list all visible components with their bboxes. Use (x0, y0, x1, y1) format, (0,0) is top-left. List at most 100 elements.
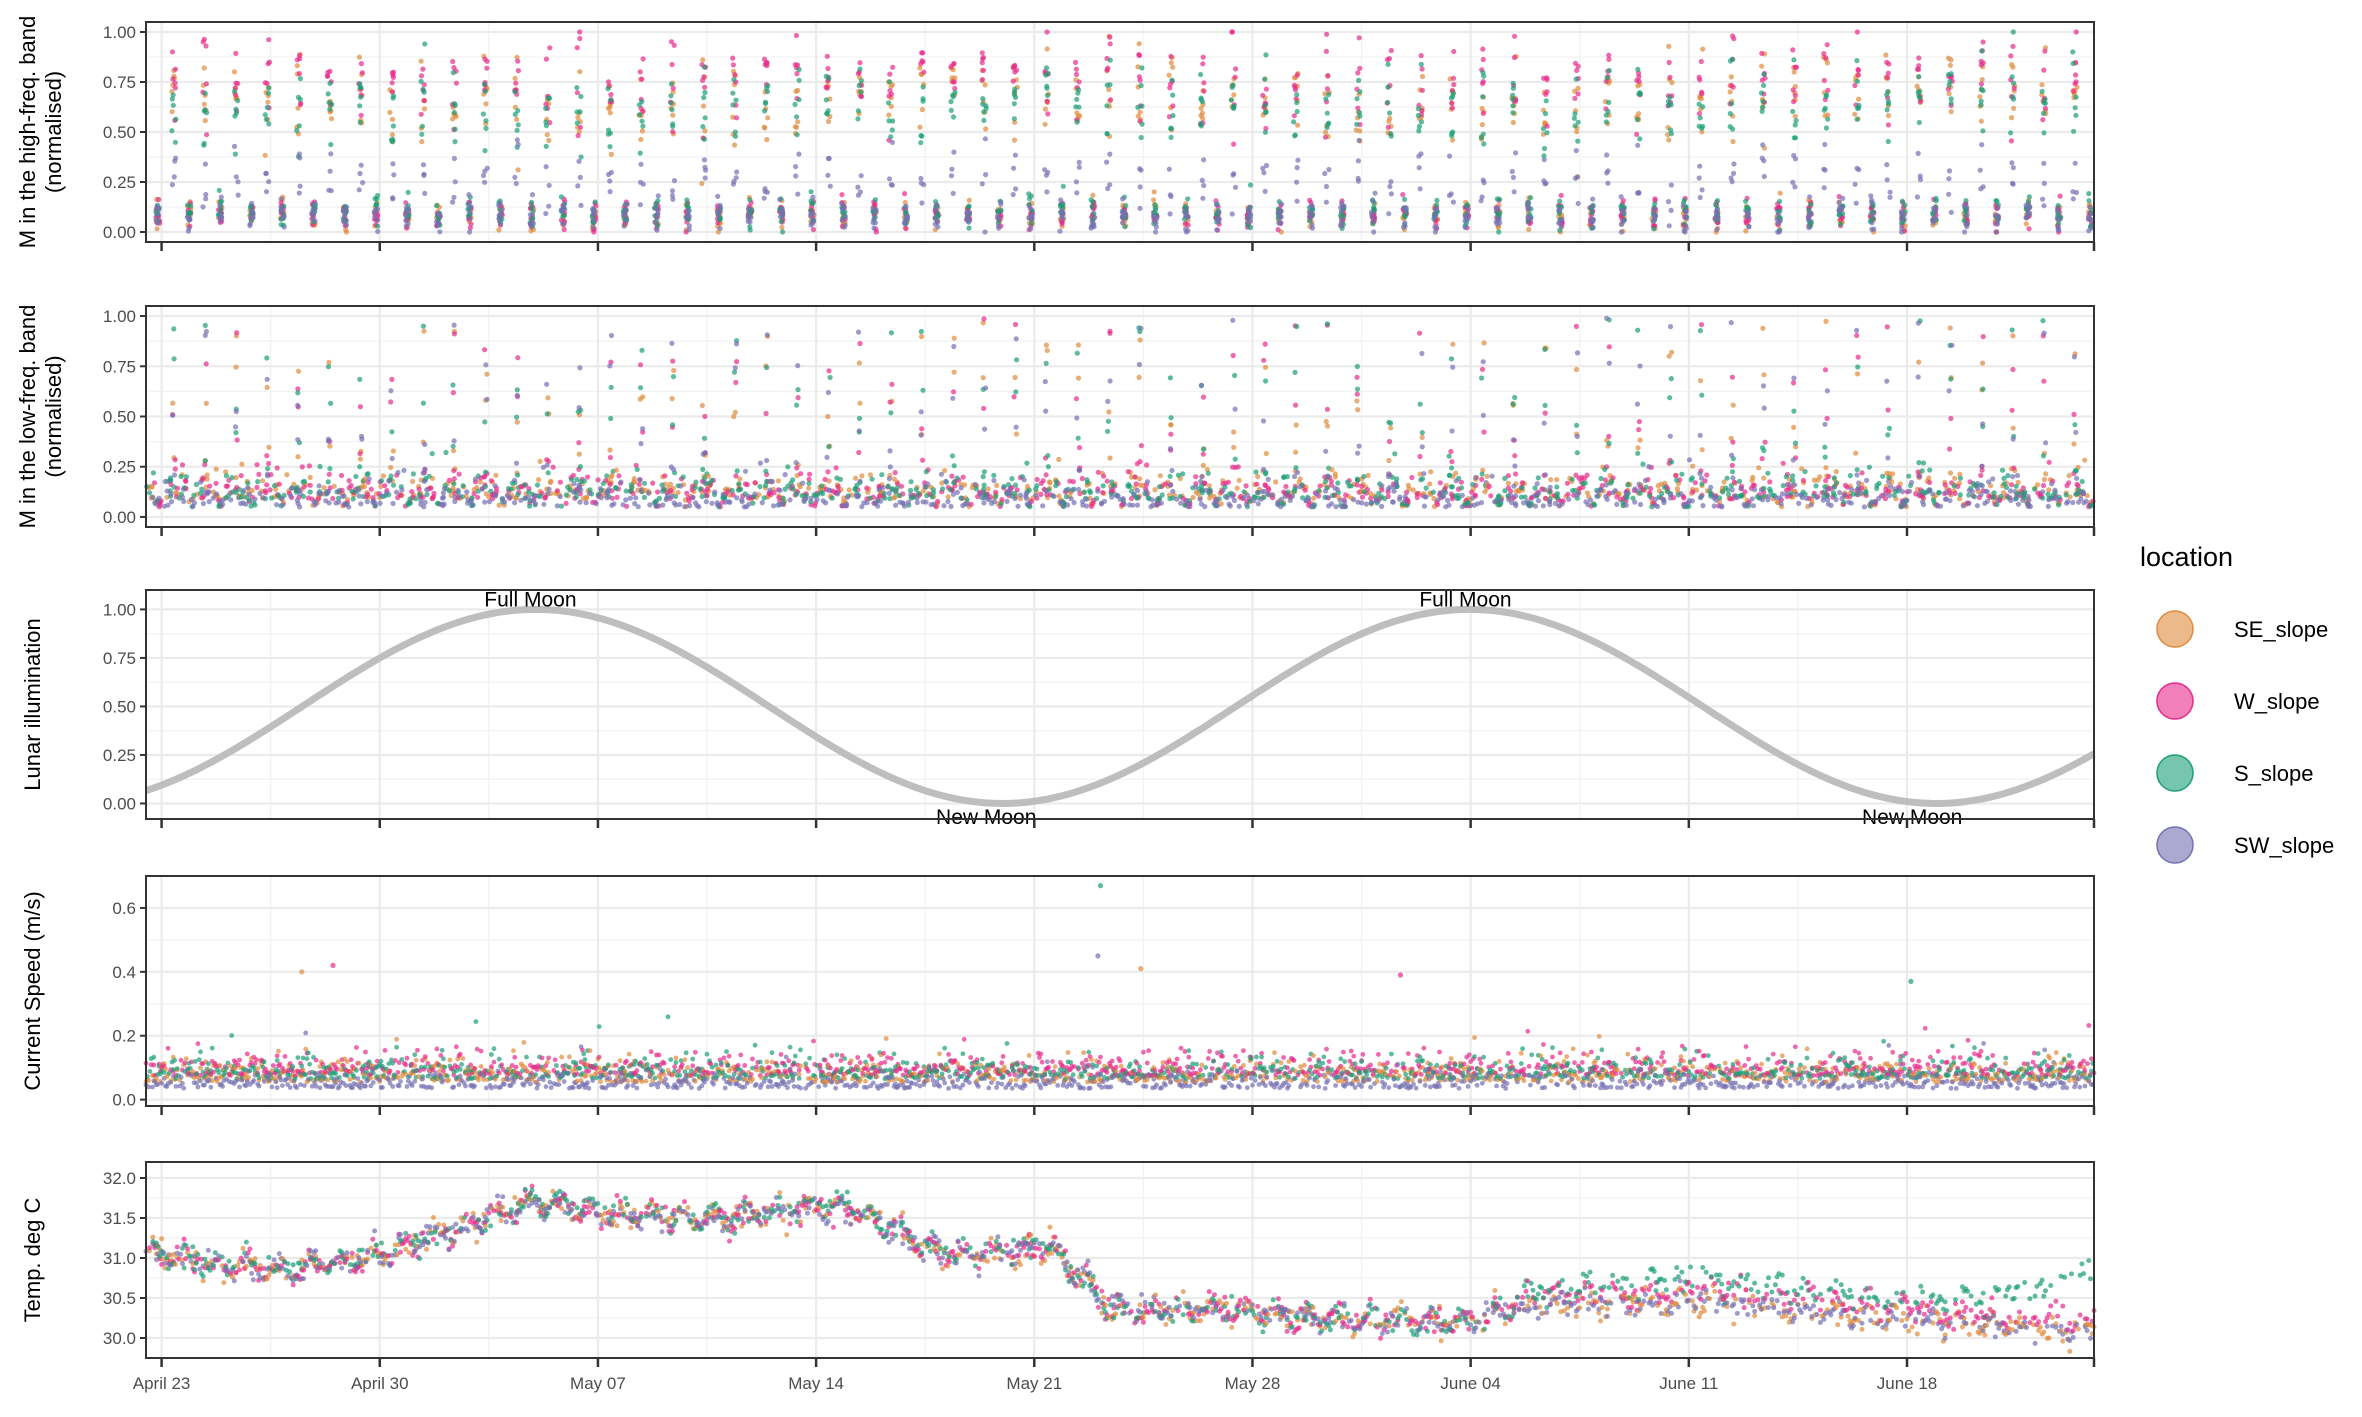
point-W_slope (1225, 479, 1231, 485)
point-W_slope (358, 61, 364, 67)
point-SW_slope (437, 229, 443, 235)
point-SW_slope (1338, 205, 1344, 211)
point-S_slope (1434, 197, 1440, 203)
point-W_slope (1385, 124, 1391, 130)
point-SW_slope (181, 486, 187, 492)
point-SW_slope (1130, 502, 1136, 508)
point-SW_slope (451, 322, 457, 328)
point-SW_slope (389, 455, 395, 462)
point-W_slope (1480, 110, 1486, 116)
point-SE_slope (846, 487, 852, 493)
point-SW_slope (260, 495, 266, 501)
point-SW_slope (1604, 152, 1610, 158)
point-S_slope (1902, 202, 1908, 208)
point-S_slope (1791, 135, 1797, 141)
point-S_slope (655, 223, 661, 229)
point-SW_slope (1731, 170, 1737, 176)
point-S_slope (1294, 108, 1300, 115)
point-SW_slope (793, 460, 799, 466)
point-SW_slope (591, 210, 597, 216)
point-W_slope (607, 454, 614, 461)
point-SW_slope (979, 181, 985, 187)
point-W_slope (798, 471, 804, 477)
point-SW_slope (1174, 496, 1180, 502)
point-W_slope (389, 89, 395, 95)
point-SW_slope (1065, 502, 1071, 508)
point-SE_slope (671, 367, 677, 374)
point-SW_slope (279, 208, 285, 214)
point-SW_slope (872, 210, 878, 216)
point-S_slope (1792, 122, 1798, 128)
point-SW_slope (247, 221, 253, 227)
point-SE_slope (608, 151, 615, 157)
point-S_slope (2070, 49, 2076, 55)
point-W_slope (951, 60, 957, 67)
point-S_slope (882, 495, 888, 501)
point-W_slope (421, 82, 427, 88)
point-S_slope (636, 102, 643, 108)
point-SW_slope (887, 464, 893, 470)
point-SW_slope (390, 500, 396, 507)
point-S_slope (1635, 66, 1641, 72)
point-S_slope (1044, 85, 1050, 91)
point-S_slope (1791, 57, 1797, 63)
point-S_slope (1963, 198, 1969, 204)
point-S_slope (1094, 496, 1100, 502)
point-SW_slope (1493, 206, 1499, 212)
point-SE_slope (1948, 109, 1954, 115)
point-W_slope (235, 80, 241, 87)
point-W_slope (515, 58, 521, 64)
point-SW_slope (252, 496, 258, 502)
point-SW_slope (360, 180, 366, 186)
point-S_slope (1948, 71, 1954, 77)
point-S_slope (796, 97, 802, 103)
point-S_slope (915, 490, 922, 496)
point-SE_slope (1293, 422, 1299, 428)
point-S_slope (460, 483, 466, 489)
point-SW_slope (717, 204, 723, 210)
point-W_slope (223, 483, 229, 489)
point-W_slope (409, 489, 415, 495)
point-SW_slope (576, 158, 582, 164)
point-W_slope (920, 457, 926, 463)
point-SW_slope (399, 487, 405, 493)
point-S_slope (1169, 77, 1175, 83)
point-SW_slope (842, 222, 848, 228)
point-SW_slope (814, 496, 820, 503)
point-W_slope (267, 487, 273, 493)
point-S_slope (515, 108, 521, 114)
point-SE_slope (1012, 374, 1018, 381)
point-S_slope (1232, 372, 1238, 379)
point-SW_slope (1994, 221, 2000, 227)
point-W_slope (429, 495, 435, 502)
point-SW_slope (546, 203, 552, 209)
point-W_slope (1450, 75, 1457, 81)
point-SE_slope (201, 65, 207, 71)
point-SW_slope (800, 480, 806, 486)
point-SW_slope (950, 395, 956, 401)
point-SW_slope (967, 217, 973, 223)
point-W_slope (575, 133, 581, 139)
point-SW_slope (554, 503, 560, 509)
point-S_slope (810, 200, 816, 206)
point-SE_slope (493, 472, 499, 478)
point-S_slope (958, 495, 964, 501)
point-SE_slope (1231, 92, 1237, 98)
point-SE_slope (699, 180, 705, 187)
point-S_slope (266, 85, 272, 91)
point-SW_slope (1232, 406, 1238, 412)
point-W_slope (482, 473, 488, 480)
point-SW_slope (1224, 495, 1230, 501)
point-SW_slope (1964, 220, 1970, 226)
point-SE_slope (1136, 41, 1142, 47)
point-W_slope (1824, 42, 1830, 48)
point-SW_slope (2056, 217, 2062, 223)
point-SW_slope (855, 494, 861, 500)
point-S_slope (1402, 196, 1408, 202)
point-W_slope (1821, 77, 1827, 83)
point-S_slope (2072, 105, 2078, 111)
point-W_slope (1200, 54, 1206, 60)
point-W_slope (482, 347, 488, 353)
point-SW_slope (1193, 484, 1199, 490)
